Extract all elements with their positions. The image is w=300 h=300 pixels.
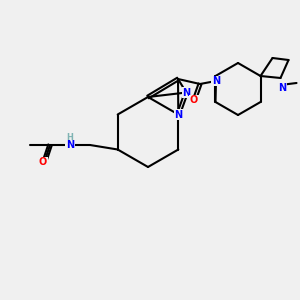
Text: N: N [278,83,286,93]
Text: O: O [39,157,47,167]
Text: N: N [174,110,182,119]
Text: N: N [66,140,74,150]
Text: N: N [182,88,190,98]
Text: N: N [212,76,220,86]
Text: H: H [67,134,73,142]
Text: O: O [190,95,198,105]
